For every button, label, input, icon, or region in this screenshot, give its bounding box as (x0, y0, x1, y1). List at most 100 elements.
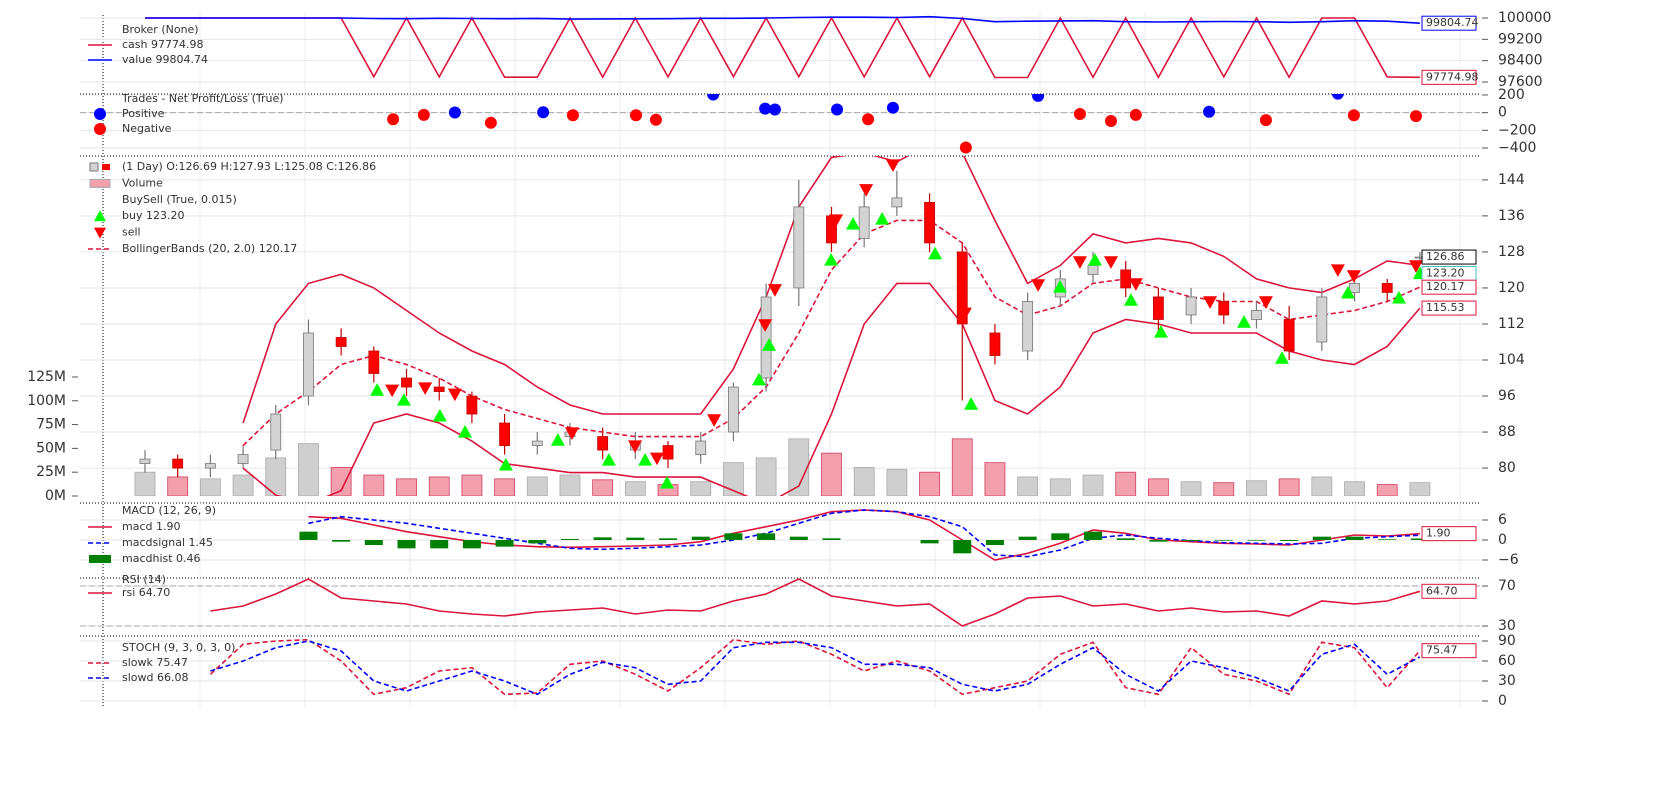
hist-bar (528, 540, 547, 544)
volume-bar (1213, 482, 1235, 496)
hist-bar (920, 540, 939, 544)
candle-body (1381, 283, 1393, 293)
hist-bar (397, 540, 416, 549)
y-tick-label: 144 (1498, 172, 1525, 188)
candle-body (433, 386, 445, 392)
candle-body (924, 201, 935, 244)
sell-marker (1203, 296, 1218, 309)
volume-bar (167, 476, 189, 496)
y-tick-label: 200 (1498, 87, 1525, 103)
volume-bar (559, 474, 581, 496)
legend-label: Negative (122, 122, 172, 135)
buy-marker (370, 383, 385, 396)
legend-entry: Trades - Net Profit/Loss (True) (121, 92, 284, 105)
line (145, 16, 1420, 79)
buy-marker (762, 338, 777, 351)
sell-marker (957, 307, 972, 321)
legend-entry: BollingerBands (20, 2.0) 120.17 (88, 242, 297, 255)
legend-entry: STOCH (9, 3, 0, 3, 0) (122, 641, 235, 654)
candle-body (303, 332, 314, 397)
trade-point (1104, 115, 1117, 128)
value-tag (1421, 526, 1477, 542)
trade-point (1032, 94, 1045, 102)
value-tag-label: 115.53 (1426, 301, 1465, 314)
hist-bar (1084, 531, 1103, 540)
sell-marker (418, 382, 433, 395)
trade-point (759, 102, 772, 115)
y-tick-label: 104 (1498, 352, 1525, 368)
hist-bar (1182, 540, 1201, 541)
volume-bar (134, 471, 156, 496)
volume-bar (821, 452, 842, 496)
panel: 200 0−200 −400 Trades - Net Profit/Loss (Tr… (80, 87, 1536, 156)
sell-marker (1258, 296, 1273, 309)
y-tick-label: 90 (1498, 633, 1516, 649)
candle-body (237, 454, 249, 464)
legend-label: slowk 75.47 (122, 656, 188, 669)
legend-label: macdhist 0.46 (122, 552, 201, 565)
hist-bar (724, 533, 743, 540)
y-tick-label: 96 (1498, 388, 1516, 404)
legend-entry: rsi 64.70 (88, 586, 170, 599)
buy-marker (1391, 290, 1406, 304)
candle-body (760, 296, 772, 379)
legend-entry: slowd 66.08 (88, 671, 188, 684)
hist-bar (789, 536, 808, 540)
sell-marker (1072, 256, 1087, 269)
volume-tick-label: 0M (45, 488, 66, 504)
legend-label: sell (122, 226, 141, 239)
legend-entry: slowk 75.47 (88, 656, 188, 669)
value-tag-label: 75.47 (1426, 644, 1458, 657)
trade-point (1331, 94, 1344, 100)
plot-area (210, 578, 1421, 627)
volume-bar (396, 478, 417, 496)
legend-label: Volume (122, 176, 163, 189)
volume-bar (1409, 482, 1431, 496)
trade-point (484, 116, 497, 129)
y-tick-label: 6 (1498, 512, 1507, 528)
candle-body (172, 458, 184, 469)
volume-bar (1344, 481, 1365, 496)
candle-body (270, 413, 282, 451)
legend-label: STOCH (9, 3, 0, 3, 0) (122, 641, 235, 654)
buy-marker (550, 433, 565, 446)
y-tick-label: −6 (1498, 552, 1519, 568)
plot-area (145, 15, 1420, 79)
volume-bar (461, 474, 483, 496)
y-tick-label: 98400 (1498, 53, 1543, 69)
plot-area (387, 94, 1422, 154)
legend-entry: macdsignal 1.45 (88, 536, 213, 549)
legend-label: MACD (12, 26, 9) (122, 504, 216, 517)
y-tick-label: 0 (1498, 532, 1507, 548)
volume-bar (984, 462, 1006, 496)
buy-marker (638, 452, 653, 466)
candle-body (891, 197, 903, 208)
volume-bar (886, 468, 908, 496)
plot-area (209, 638, 1421, 696)
legend-label: macdsignal 1.45 (122, 536, 213, 549)
value-tag (1421, 69, 1477, 85)
value-tag-label: 1.90 (1426, 527, 1451, 540)
value-tag (1421, 279, 1477, 295)
legend-entry: MACD (12, 26, 9) (122, 504, 216, 517)
y-tick-label: 97600 (1498, 74, 1543, 90)
volume-tick-label: 25M (36, 464, 66, 480)
hist-bar (332, 540, 351, 542)
y-tick-label: −400 (1498, 140, 1536, 156)
hist-bar (953, 540, 972, 554)
legend-marker (94, 210, 106, 222)
value-tag (1421, 249, 1477, 265)
value-tag-label: 64.70 (1426, 584, 1458, 597)
legend-entry: buy 123.20 (94, 209, 184, 222)
legend-candle (89, 162, 99, 172)
legend-entry: Broker (None) (122, 23, 199, 36)
hist-bar (1149, 540, 1168, 542)
sell-marker (1408, 260, 1423, 273)
trade-point (959, 141, 972, 154)
candle-body (695, 440, 707, 455)
buy-marker (846, 217, 861, 230)
legend-rect (89, 555, 111, 563)
buy-marker (601, 452, 616, 466)
volume-bar (298, 443, 319, 496)
candle-body (728, 386, 739, 433)
